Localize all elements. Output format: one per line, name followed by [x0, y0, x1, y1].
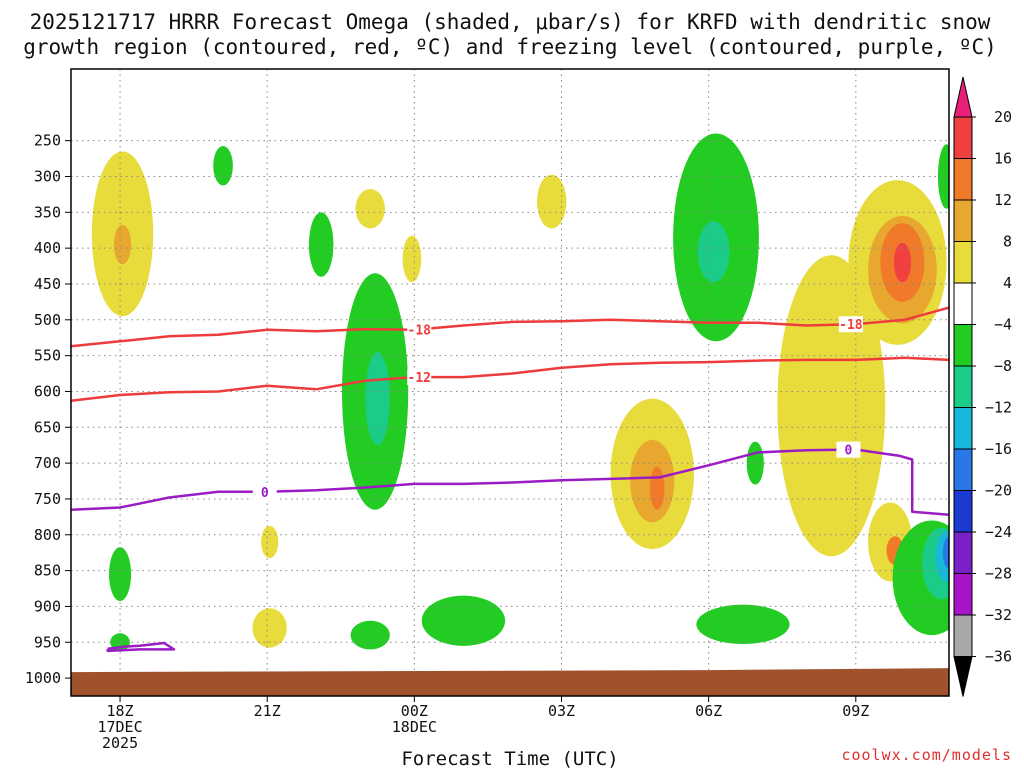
site-credit: coolwx.com/models [841, 746, 1012, 764]
x-tick-label-18Z-2: 2025 [102, 734, 138, 752]
freezing-contour-closed-1 [106, 641, 176, 653]
y-tick-label-900: 900 [34, 597, 61, 615]
y-tick-label-700: 700 [34, 454, 61, 472]
axis-layer: 250 300 350 400 450 500 550 600 650 700 750 800 850 9… [25, 132, 869, 752]
colorbar-label-2: 12 [994, 191, 1012, 209]
colorbar: 20 16 12 8 4 −4 −8 −12 −16 −20 −24 −28 −32 −36 [953, 76, 1012, 697]
colorbar-label-5: −4 [994, 316, 1012, 334]
omega-region-sinking-06z-core [697, 221, 730, 283]
colorbar-segment-5 [953, 324, 973, 367]
omega-region-sinking-11z-lower-4 [942, 536, 949, 569]
colorbar-segment-11 [953, 573, 973, 616]
freezing-contour-0 [71, 448, 949, 516]
colorbar-label-8: −16 [985, 440, 1012, 458]
x-tick-label-18Z-1: 17DEC [97, 718, 142, 736]
chart-title-line1: 2025121717 HRRR Forecast Omega (shaded, … [30, 10, 991, 34]
omega-region-rising-21z-low [261, 525, 279, 559]
y-tick-label-600: 600 [34, 382, 61, 400]
colorbar-segment-10 [953, 531, 973, 574]
x-tick-label-03Z-0: 03Z [548, 702, 575, 720]
plot-frame [70, 68, 950, 697]
colorbar-label-0: 20 [994, 108, 1012, 126]
x-axis-label: Forecast Time (UTC) [401, 748, 618, 768]
freezing-label-0-0: 0 [261, 486, 269, 501]
dgz-contour--18 [71, 306, 949, 348]
colorbar-segment-2 [953, 199, 973, 242]
omega-region-rising-10z-max [893, 242, 911, 283]
colorbar-label-7: −12 [985, 399, 1012, 417]
colorbar-segment-7 [953, 407, 973, 450]
y-tick-label-350: 350 [34, 203, 61, 221]
colorbar-label-3: 8 [1003, 233, 1012, 251]
dgz-label-bg--12-0 [407, 369, 432, 386]
freezing-label-0-1: 0 [845, 444, 853, 459]
omega-region-rising-21z-surface [252, 608, 287, 648]
freezing-label-bg-0-1 [836, 441, 861, 458]
omega-region-rising-23z-upper [355, 189, 385, 229]
dgz-label--18-0: -18 [408, 323, 432, 338]
colorbar-segment-12 [953, 614, 973, 657]
dgz-label-bg--18-0 [407, 321, 432, 338]
y-tick-label-250: 250 [34, 132, 61, 150]
omega-region-rising-upper-18z-core [113, 224, 132, 265]
dgz-label-bg--18-1 [838, 316, 863, 333]
y-tick-label-950: 950 [34, 633, 61, 651]
omega-region-sinking-22z [308, 212, 334, 277]
omega-region-sinking-01z-surface [421, 595, 506, 646]
x-tick-label-21Z-0: 21Z [254, 702, 281, 720]
freezing-label-bg-0-0 [252, 483, 277, 500]
colorbar-segment-3 [953, 241, 973, 284]
chart-title-line2: growth region (contoured, red, ºC) and f… [23, 35, 997, 59]
y-tick-label-650: 650 [34, 418, 61, 436]
omega-region-sinking-20z [213, 146, 233, 186]
colorbar-label-1: 16 [994, 150, 1012, 168]
dgz-label--18-1: -18 [839, 318, 863, 333]
omega-region-sinking-11z-upper [937, 144, 949, 209]
colorbar-segment-6 [953, 365, 973, 408]
colorbar-label-10: −24 [985, 523, 1012, 541]
omega-region-rising-00z-upper [402, 235, 422, 283]
y-tick-label-750: 750 [34, 490, 61, 508]
colorbar-label-6: −8 [994, 357, 1012, 375]
colorbar-label-12: −32 [985, 606, 1012, 624]
omega-region-sinking-07z-mid [746, 441, 764, 485]
x-tick-label-09Z-0: 09Z [842, 702, 869, 720]
colorbar-cap-top [953, 76, 973, 118]
colorbar-segment-9 [953, 490, 973, 533]
omega-region-sinking-23z-surface [350, 620, 390, 650]
dgz-contour--12 [71, 356, 949, 403]
omega-region-sinking-18z-low [109, 547, 132, 602]
colorbar-label-13: −36 [985, 648, 1012, 666]
colorbar-label-4: 4 [1003, 274, 1012, 292]
omega-shading-layer [91, 133, 949, 652]
omega-region-sinking-06z-surface [696, 604, 790, 645]
x-tick-label-18Z-0: 18Z [107, 702, 134, 720]
ground-fill [71, 668, 949, 696]
contour-layer: -18 -18 -12 0 0 [71, 306, 949, 653]
y-tick-label-450: 450 [34, 275, 61, 293]
colorbar-segment-0 [953, 116, 973, 159]
colorbar-cap-bottom [953, 656, 973, 697]
y-tick-label-1000: 1000 [25, 669, 61, 687]
colorbar-segment-1 [953, 158, 973, 201]
omega-region-sinking-23z-core [365, 352, 390, 446]
dgz-label--12-0: -12 [408, 371, 431, 386]
x-tick-label-00Z-1: 18DEC [392, 718, 437, 736]
y-tick-label-300: 300 [34, 167, 61, 185]
y-tick-label-550: 550 [34, 347, 61, 365]
y-tick-label-850: 850 [34, 562, 61, 580]
x-tick-label-00Z-0: 00Z [401, 702, 428, 720]
colorbar-segment-8 [953, 448, 973, 491]
y-tick-label-500: 500 [34, 311, 61, 329]
colorbar-label-9: −20 [985, 482, 1012, 500]
colorbar-segment-4 [953, 282, 973, 325]
omega-region-rising-03z-upper [536, 174, 567, 229]
y-tick-label-800: 800 [34, 526, 61, 544]
x-tick-label-06Z-0: 06Z [695, 702, 722, 720]
y-tick-label-400: 400 [34, 239, 61, 257]
colorbar-label-11: −28 [985, 565, 1012, 583]
omega-region-rising-05z-max [649, 466, 665, 510]
